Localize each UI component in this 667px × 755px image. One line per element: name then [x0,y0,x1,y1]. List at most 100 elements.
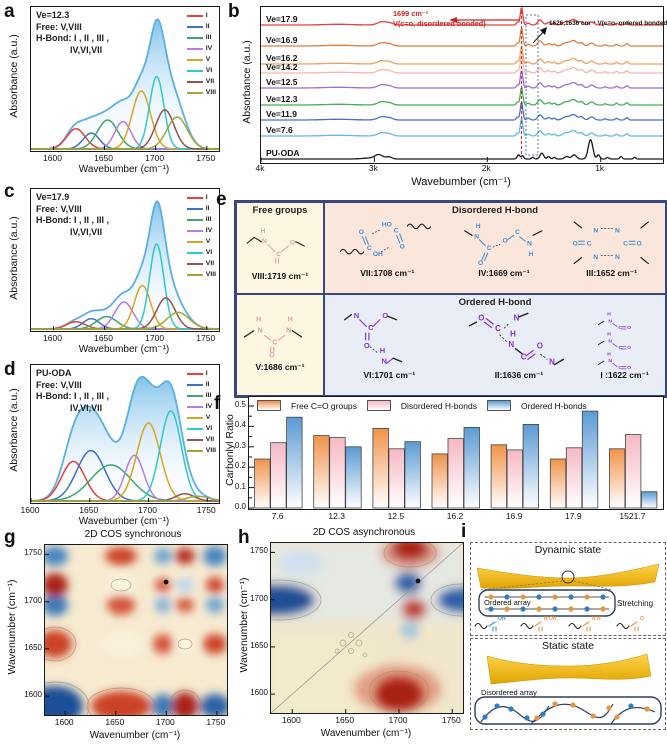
tick-1k: 1k [595,163,605,173]
panel-d-ylabel: Absorbance (a.u.) [8,388,20,472]
spectrum-Ve=16.2 [261,46,663,65]
zoom-circle [561,570,575,584]
structure-group-vii: C O OH HO C O VII:1708 cm⁻¹ [328,216,446,279]
xtick-1600: 1600 [20,505,40,515]
spectrum-Ve=12.5 [261,70,663,89]
f-legend-swatch [366,400,391,411]
disordered-array-label: Disordered array [481,688,537,697]
xtick-1750: 1750 [196,153,216,163]
disordered-array-box [474,696,662,725]
svg-text:N: N [608,318,612,324]
legend-entry-III: III [186,214,216,225]
svg-text:H: H [261,228,266,235]
legend-label: I [205,194,208,201]
panel-f-bar-chart [249,405,658,509]
svg-text:N: N [258,327,263,334]
bar-1521.7-Disordered H-bonds [624,434,642,509]
f-xtick-17.9: 17.9 [565,511,582,521]
legend-label: VI [205,249,213,256]
legend-swatch [186,449,203,452]
annotation-line: Free: V,VIII [36,21,82,32]
bar-1521.7-Free C=O groups [608,448,626,509]
trace-label-Ve=7.6: Ve=7.6 [266,125,293,135]
panel-g-ylabel: Wavenumber (cm⁻¹) [6,579,18,675]
panel-f-yticks: 0.0 0.1 0.2 0.3 0.4 0.5 [224,396,246,511]
bar-17.9-Disordered H-bonds [565,447,583,509]
svg-text:O: O [364,341,370,350]
f-legend-label: Ordered H-bonds [520,400,587,411]
legend-label: IV [205,45,213,52]
panel-f-letter: f [214,393,221,414]
spectrum-Ve=7.6 [261,118,663,137]
label-ii: II:1636 cm⁻¹ [494,370,544,380]
stretching-label: Stretching [617,599,653,608]
svg-text:C: C [394,227,399,234]
h-marker-dot [415,578,421,584]
svg-text:N: N [382,356,387,365]
panel-g-letter: g [4,527,16,548]
trace-label-Ve=17.9: Ve=17.9 [266,14,298,24]
f-ytick-0.2: 0.2 [234,461,246,471]
legend-swatch [186,262,203,265]
legend-swatch [186,372,203,375]
annotation-line: H-Bond: I , II , III , [36,391,109,401]
legend-entry-III: III [186,390,216,401]
component-VIII [31,495,220,502]
envelope-curve [30,375,220,502]
legend-entry-II: II [186,379,216,390]
g-marker-dot [163,579,169,585]
panel-h-xlabel: Wavenumber (cm⁻¹) [320,728,412,739]
annotation-line: H-Bond: I , II , III , [36,215,109,225]
structure-viii: NH C O [246,228,305,264]
h-ytick-1650: 1650 [250,641,268,650]
f-ytick-0.0: 0.0 [234,502,246,511]
legend-entry-IV: IV [186,225,216,236]
legend-swatch [186,47,203,50]
svg-text:C: C [618,345,622,351]
panel-f-xticks: 7.6 12.3 12.5 16.2 16.9 17.9 1521.7 [248,511,662,523]
spectrum-Ve=12.3 [261,87,663,106]
trace-label-Ve=16.2: Ve=16.2 [266,53,298,63]
f-ytick-0.4: 0.4 [234,420,246,430]
h-ytick-1600: 1600 [250,688,268,697]
g-xtick-1650: 1650 [105,717,125,727]
panel-g-heatmap [20,545,230,731]
panel-c-xticks: 1600 1650 1700 1750 [30,333,218,345]
spectrum-Ve=11.9 [261,102,663,121]
xtick-1600: 1600 [43,153,62,163]
svg-text:N: N [608,338,612,344]
svg-text:N: N [262,238,267,245]
xtick-1700: 1700 [145,153,165,163]
legend-label: VI [205,67,213,74]
component-VIII [31,311,219,330]
svg-text:C: C [367,245,372,252]
legend-swatch [186,80,203,83]
svg-text:O: O [640,616,644,622]
annotation-line: H-Bond: I , II , III , [36,33,109,43]
bar-16.9-Free C=O groups [490,444,508,509]
spectrum-Ve=17.9 [261,7,663,26]
bar-7.6-Ordered H-bonds [286,416,303,509]
legend-entry-VI: VI [186,423,216,434]
xtick-1650: 1650 [94,333,114,343]
legend-swatch [186,14,203,17]
svg-text:HO: HO [382,221,392,228]
spectrum-Ve=16.9 [261,28,663,47]
legend-label: I [205,12,208,19]
xtick-1700: 1700 [138,505,157,515]
legend-entry-VIII: VIII [186,87,216,98]
tick-2k: 2k [481,163,491,173]
f-ytick-0.3: 0.3 [234,440,246,450]
h-ytick-1700: 1700 [250,594,268,603]
svg-text:O: O [478,313,484,322]
svg-text:N: N [608,358,612,364]
stretched-film-shape [476,563,660,589]
g-ytick-1700: 1700 [24,596,42,605]
bar-12.3-Ordered H-bonds [345,446,362,509]
red-arrow-head [449,17,457,23]
disordered-hbond-cell: Disordered H-bond C O OH HO C O VII:1708 cm⁻¹… [324,202,666,294]
legend-swatch [186,427,203,430]
f-xtick-16.9: 16.9 [505,511,523,521]
